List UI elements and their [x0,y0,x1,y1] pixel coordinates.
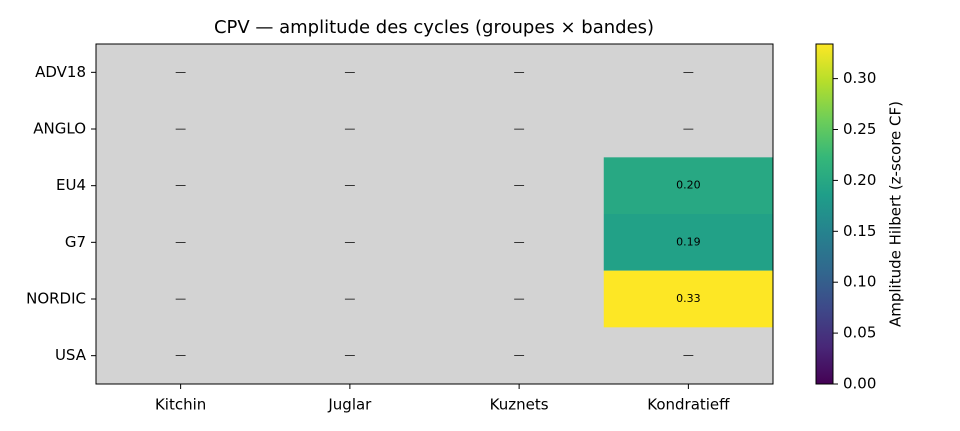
missing-label: — [175,65,186,78]
heatmap-cell [603,157,773,214]
x-tick-label: Juglar [327,396,372,414]
colorbar-tick-label: 0.15 [843,222,876,240]
missing-label: — [514,235,525,248]
missing-label: — [344,65,355,78]
chart-title: CPV — amplitude des cycles (groupes × ba… [214,17,654,38]
colorbar-tick-label: 0.20 [843,171,876,189]
cell-label: 0.20 [676,179,701,192]
colorbar-tick-label: 0.10 [843,273,876,291]
y-tick-label: EU4 [56,176,86,194]
missing-label: — [514,349,525,362]
plot-frame [95,43,774,385]
missing-label: — [344,292,355,305]
colorbar-tick-label: 0.05 [843,324,876,342]
colorbar-tick-label: 0.00 [843,375,876,393]
missing-label: — [514,179,525,192]
missing-label: — [175,235,186,248]
y-tick-label: USA [55,346,87,364]
colorbar [815,43,834,385]
missing-label: — [175,349,186,362]
missing-label: — [175,179,186,192]
colorbar-label: Amplitude Hilbert (z-score CF) [887,101,905,327]
cell-label: 0.19 [676,235,701,248]
missing-label: — [175,292,186,305]
y-tick-label: ANGLO [33,120,86,138]
missing-label: — [344,349,355,362]
colorbar-tick-label: 0.25 [843,120,876,138]
missing-label: — [175,122,186,135]
missing-label: — [514,65,525,78]
missing-label: — [344,235,355,248]
y-tick-label: ADV18 [35,63,86,81]
missing-label: — [514,292,525,305]
x-tick-label: Kondratieff [647,396,730,414]
heatmap-cell [603,270,773,328]
cell-label: 0.33 [676,292,701,305]
y-tick-label: G7 [65,233,86,251]
missing-label: — [514,122,525,135]
y-tick-label: NORDIC [26,290,86,308]
x-tick-label: Kitchin [155,396,206,414]
missing-label: — [344,122,355,135]
missing-label: — [344,179,355,192]
heatmap-cell [603,214,773,271]
missing-label: — [683,349,694,362]
x-tick-label: Kuznets [490,396,549,414]
missing-label: — [683,122,694,135]
missing-label: — [683,65,694,78]
colorbar-tick-label: 0.30 [843,69,876,87]
